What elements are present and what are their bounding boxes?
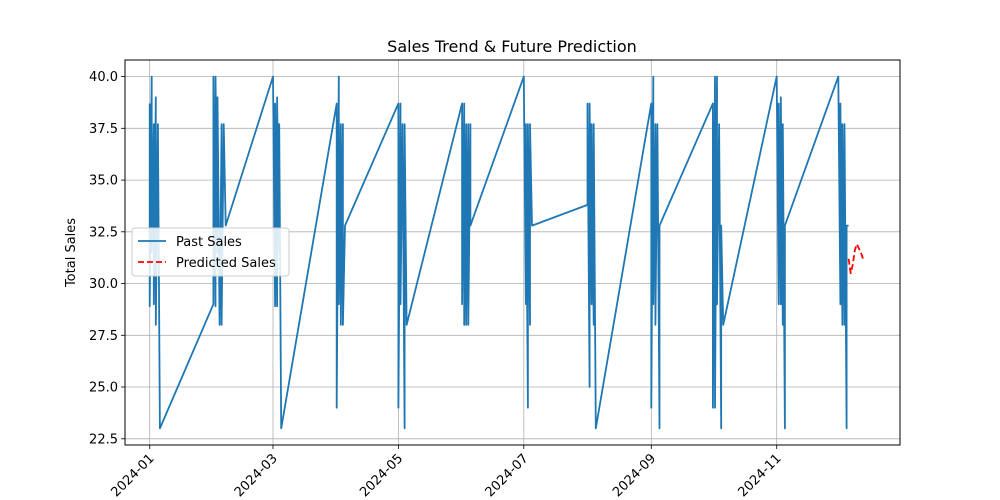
- y-tick-label: 30.0: [89, 277, 118, 292]
- y-axis-label: Total Sales: [64, 218, 79, 288]
- y-tick-label: 40.0: [89, 70, 118, 85]
- chart-title: Sales Trend & Future Prediction: [387, 37, 637, 56]
- y-tick-label: 22.5: [89, 432, 118, 447]
- y-tick-label: 25.0: [89, 381, 118, 396]
- y-tick-label: 32.5: [89, 225, 118, 240]
- legend-box: [131, 227, 290, 277]
- legend-label-past-sales: Past Sales: [176, 235, 242, 250]
- legend-label-predicted-sales: Predicted Sales: [176, 256, 276, 271]
- series-line-predicted-sales: [847, 243, 864, 275]
- y-tick-label: 35.0: [89, 174, 118, 189]
- y-tick-label: 27.5: [89, 329, 118, 344]
- legend: Past Sales Predicted Sales: [131, 227, 290, 277]
- y-tick-label: 37.5: [89, 122, 118, 137]
- plot-frame: [124, 59, 901, 446]
